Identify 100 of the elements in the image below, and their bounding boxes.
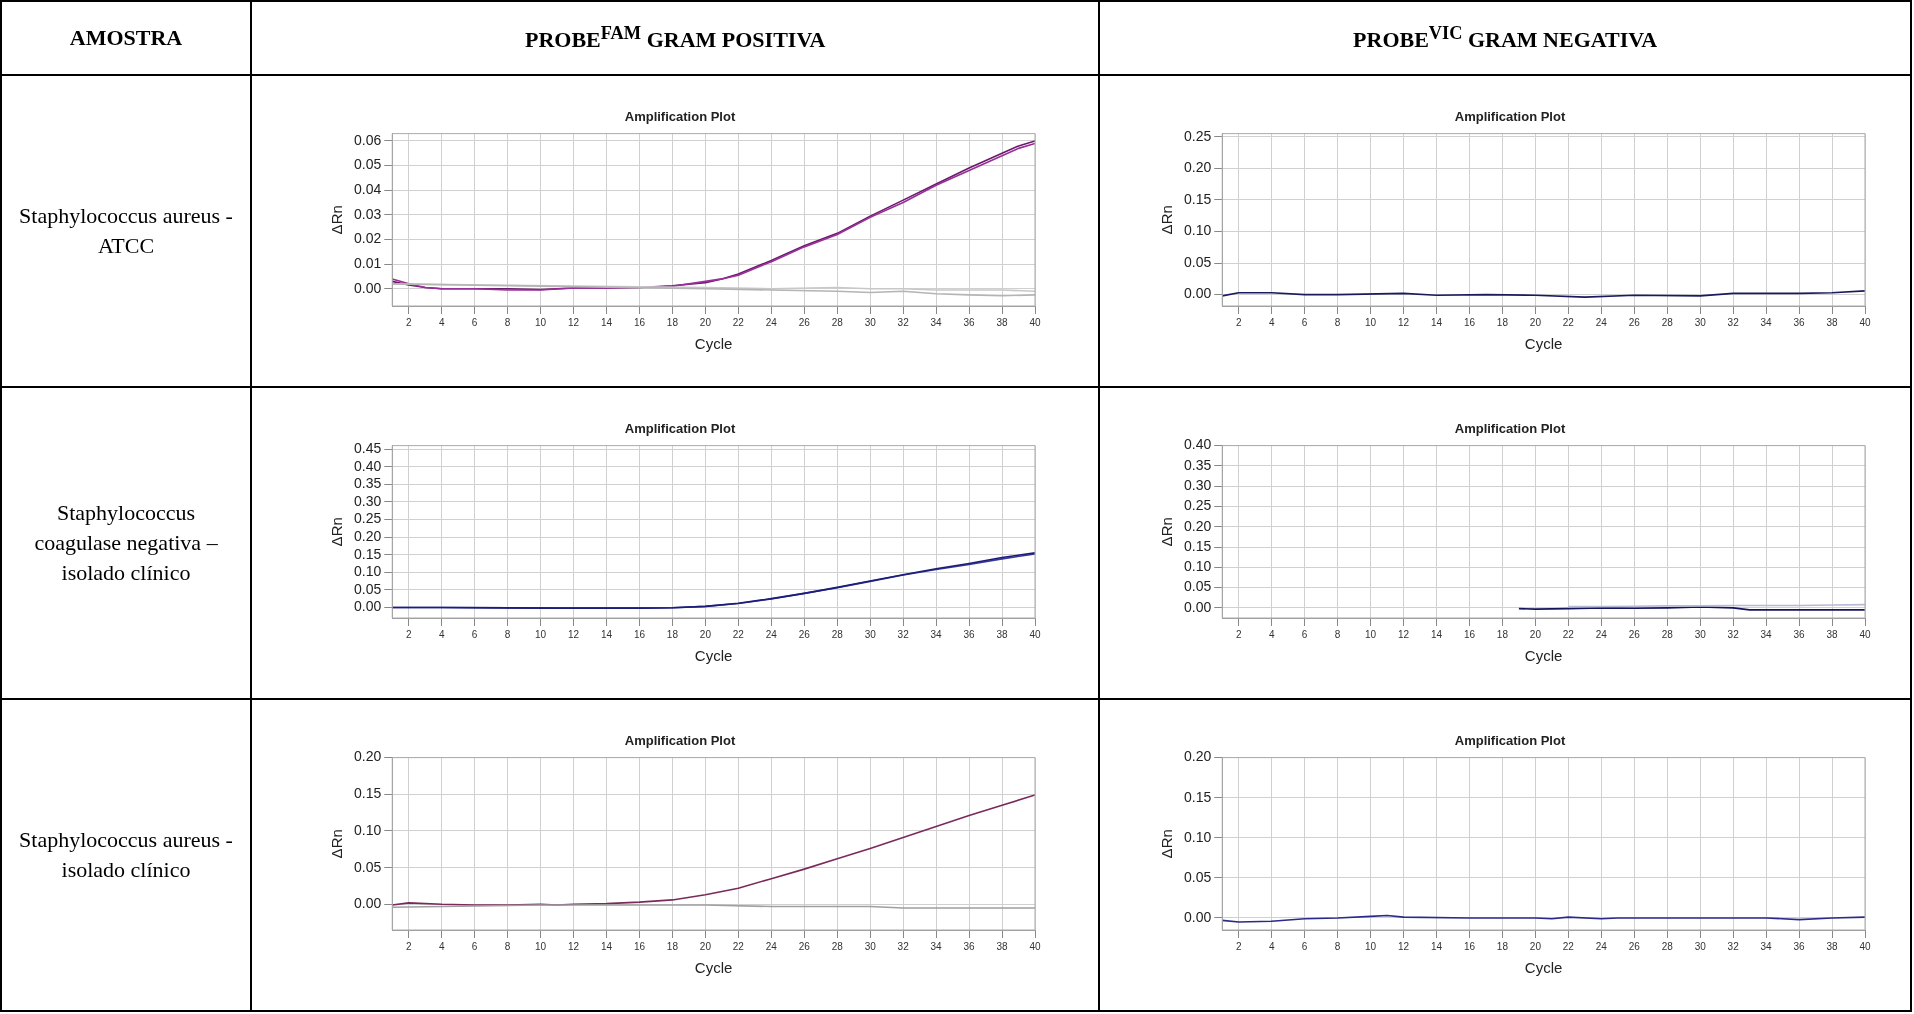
x-tick-label: 26 bbox=[798, 628, 811, 640]
y-tick-label: 0.30 bbox=[354, 492, 382, 509]
x-tick-label: 10 bbox=[535, 628, 547, 640]
x-tick-label: 26 bbox=[1628, 316, 1641, 328]
y-tick-label: 0.10 bbox=[1184, 222, 1212, 239]
x-tick-label: 8 bbox=[505, 940, 511, 952]
x-tick-label: 34 bbox=[930, 940, 943, 952]
y-axis-title: ΔRn bbox=[328, 205, 346, 235]
y-tick-label: 0.00 bbox=[1184, 598, 1212, 615]
chart-title: Amplification Plot bbox=[624, 421, 737, 437]
x-tick-label: 20 bbox=[1529, 316, 1542, 328]
y-tick-label: 0.25 bbox=[1184, 127, 1212, 144]
x-axis-title: Cycle bbox=[695, 647, 733, 665]
x-tick-label: 38 bbox=[996, 940, 1009, 952]
x-axis-title: Cycle bbox=[1525, 647, 1563, 665]
x-tick-label: 8 bbox=[1334, 316, 1341, 328]
x-tick-label: 28 bbox=[831, 628, 844, 640]
x-tick-label: 26 bbox=[798, 316, 811, 328]
text: Staphylococcus coagulase negativa – isolado clínico bbox=[34, 500, 218, 585]
x-tick-label: 18 bbox=[667, 940, 679, 952]
x-tick-label: 24 bbox=[1595, 316, 1608, 328]
x-tick-label: 18 bbox=[667, 628, 679, 640]
x-tick-label: 20 bbox=[699, 940, 712, 952]
y-tick-label: 0.10 bbox=[354, 821, 382, 838]
x-tick-label: 28 bbox=[831, 940, 844, 952]
x-tick-label: 34 bbox=[930, 316, 943, 328]
x-tick-label: 20 bbox=[1529, 940, 1542, 952]
x-tick-label: 28 bbox=[1661, 940, 1674, 952]
x-tick-label: 2 bbox=[406, 940, 413, 952]
y-tick-label: 0.20 bbox=[1184, 517, 1212, 534]
x-tick-label: 8 bbox=[505, 316, 511, 328]
x-tick-label: 32 bbox=[1727, 628, 1740, 640]
y-tick-label: 0.00 bbox=[354, 598, 382, 615]
x-tick-label: 12 bbox=[568, 940, 580, 952]
x-tick-label: 28 bbox=[1661, 316, 1674, 328]
y-tick-label: 0.15 bbox=[354, 785, 382, 802]
x-tick-label: 22 bbox=[1562, 940, 1575, 952]
x-tick-label: 40 bbox=[1029, 628, 1042, 640]
y-tick-label: 0.15 bbox=[1184, 788, 1212, 805]
x-tick-label: 16 bbox=[634, 316, 646, 328]
y-tick-label: 0.05 bbox=[354, 858, 382, 875]
y-tick-label: 0.20 bbox=[354, 748, 382, 765]
x-tick-label: 36 bbox=[963, 316, 976, 328]
text: Staphylococcus aureus - ATCC bbox=[19, 203, 233, 258]
x-tick-label: 18 bbox=[1497, 316, 1509, 328]
y-tick-label: 0.15 bbox=[354, 545, 382, 562]
x-tick-label: 22 bbox=[1562, 628, 1575, 640]
y-tick-label: 0.10 bbox=[1184, 828, 1212, 845]
y-tick-label: 0.35 bbox=[354, 475, 382, 492]
x-tick-label: 34 bbox=[930, 628, 943, 640]
x-tick-label: 2 bbox=[1236, 940, 1243, 952]
x-tick-label: 20 bbox=[1529, 628, 1542, 640]
x-tick-label: 40 bbox=[1029, 940, 1042, 952]
y-tick-label: 0.01 bbox=[354, 254, 382, 271]
x-tick-label: 16 bbox=[1464, 940, 1476, 952]
x-tick-label: 16 bbox=[1464, 316, 1476, 328]
x-tick-label: 22 bbox=[732, 940, 745, 952]
x-tick-label: 2 bbox=[406, 316, 413, 328]
y-tick-label: 0.35 bbox=[1184, 456, 1212, 473]
x-tick-label: 38 bbox=[996, 316, 1009, 328]
y-tick-label: 0.05 bbox=[1184, 868, 1212, 885]
x-tick-label: 36 bbox=[1793, 316, 1806, 328]
x-axis-title: Cycle bbox=[695, 959, 733, 977]
x-tick-label: 40 bbox=[1029, 316, 1042, 328]
x-tick-label: 6 bbox=[1302, 940, 1309, 952]
x-tick-label: 18 bbox=[667, 316, 679, 328]
x-tick-label: 12 bbox=[1398, 940, 1410, 952]
chart-title: Amplification Plot bbox=[1454, 733, 1567, 749]
x-tick-label: 36 bbox=[963, 940, 976, 952]
y-axis-title: ΔRn bbox=[1158, 829, 1176, 859]
x-tick-label: 14 bbox=[601, 628, 613, 640]
y-tick-label: 0.00 bbox=[1184, 908, 1212, 925]
x-tick-label: 38 bbox=[1826, 316, 1839, 328]
chart-title: Amplification Plot bbox=[1454, 421, 1567, 437]
x-tick-label: 16 bbox=[634, 940, 646, 952]
y-axis-title: ΔRn bbox=[328, 829, 346, 859]
x-tick-label: 18 bbox=[1497, 628, 1509, 640]
x-tick-label: 14 bbox=[601, 316, 613, 328]
y-tick-label: 0.03 bbox=[354, 205, 382, 222]
x-tick-label: 38 bbox=[1826, 940, 1839, 952]
y-tick-label: 0.45 bbox=[354, 439, 382, 456]
x-tick-label: 4 bbox=[439, 940, 446, 952]
x-tick-label: 24 bbox=[1595, 940, 1608, 952]
x-tick-label: 24 bbox=[765, 940, 778, 952]
x-tick-label: 20 bbox=[699, 628, 712, 640]
x-tick-label: 10 bbox=[1365, 316, 1377, 328]
x-tick-label: 32 bbox=[897, 940, 910, 952]
text: PROBE$^{FAM}$ GRAM POSITIVA bbox=[524, 22, 826, 53]
y-tick-label: 0.40 bbox=[1184, 436, 1212, 453]
y-axis-title: ΔRn bbox=[1158, 205, 1176, 235]
x-tick-label: 4 bbox=[439, 628, 446, 640]
y-tick-label: 0.30 bbox=[1184, 477, 1212, 494]
x-tick-label: 38 bbox=[996, 628, 1009, 640]
x-tick-label: 30 bbox=[864, 316, 877, 328]
text: AMOSTRA bbox=[69, 25, 183, 50]
y-tick-label: 0.00 bbox=[354, 895, 382, 912]
y-tick-label: 0.05 bbox=[354, 156, 382, 173]
x-tick-label: 40 bbox=[1859, 316, 1872, 328]
x-tick-label: 6 bbox=[472, 316, 479, 328]
x-tick-label: 10 bbox=[1365, 940, 1377, 952]
